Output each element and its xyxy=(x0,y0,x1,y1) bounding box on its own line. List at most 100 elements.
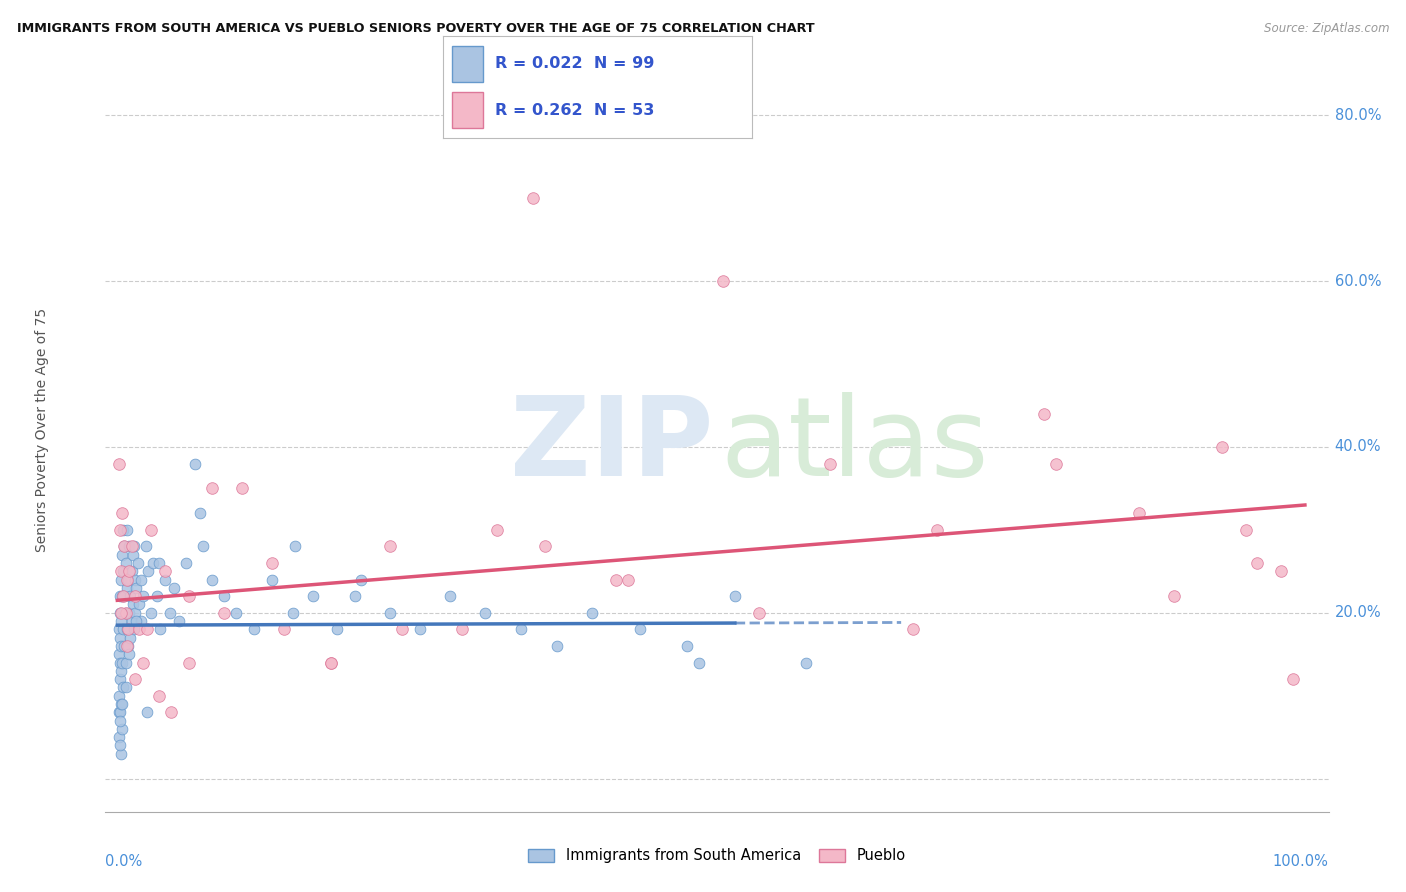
Point xyxy=(177,656,200,670)
Point xyxy=(111,548,134,562)
Point xyxy=(1246,556,1268,570)
Point xyxy=(115,573,138,587)
Point xyxy=(114,589,136,603)
Point xyxy=(107,730,129,744)
FancyBboxPatch shape xyxy=(453,46,484,82)
Point xyxy=(159,705,181,719)
Point xyxy=(343,589,366,603)
Point xyxy=(326,623,349,637)
Point xyxy=(120,589,142,603)
Point xyxy=(132,656,155,670)
Point xyxy=(115,523,138,537)
Text: R = 0.262  N = 53: R = 0.262 N = 53 xyxy=(495,103,655,118)
Point xyxy=(108,714,131,728)
Legend: Immigrants from South America, Pueblo: Immigrants from South America, Pueblo xyxy=(523,843,911,870)
Point xyxy=(148,689,170,703)
Point xyxy=(319,656,342,670)
Point xyxy=(212,606,235,620)
Text: Seniors Poverty Over the Age of 75: Seniors Poverty Over the Age of 75 xyxy=(35,309,49,552)
Point xyxy=(183,457,205,471)
Point xyxy=(108,606,131,620)
Text: 100.0%: 100.0% xyxy=(1272,854,1329,869)
Point xyxy=(108,589,131,603)
Point xyxy=(145,589,167,603)
Point xyxy=(201,573,224,587)
Point xyxy=(302,589,325,603)
Point xyxy=(117,573,139,587)
Point xyxy=(617,573,640,587)
Point xyxy=(380,606,402,620)
Point xyxy=(118,647,141,661)
Point xyxy=(114,556,136,570)
Point xyxy=(450,623,472,637)
Point xyxy=(1045,457,1067,471)
Point xyxy=(111,656,134,670)
Point xyxy=(110,639,132,653)
Point xyxy=(112,681,135,695)
Point xyxy=(121,564,143,578)
Point xyxy=(121,548,143,562)
Point xyxy=(319,656,342,670)
Point xyxy=(108,705,131,719)
Point xyxy=(125,581,148,595)
Point xyxy=(110,697,132,711)
Point xyxy=(112,564,135,578)
Point xyxy=(114,606,136,620)
Point xyxy=(439,589,461,603)
Point xyxy=(108,656,131,670)
Point xyxy=(122,623,145,637)
Text: 80.0%: 80.0% xyxy=(1334,108,1381,123)
Point xyxy=(201,482,224,496)
Point xyxy=(1270,564,1292,578)
Point xyxy=(191,540,214,554)
Point xyxy=(117,623,139,637)
Point xyxy=(129,573,152,587)
Point xyxy=(159,606,181,620)
Point xyxy=(486,523,509,537)
Text: 60.0%: 60.0% xyxy=(1334,274,1381,289)
Text: ZIP: ZIP xyxy=(510,392,713,500)
Point xyxy=(260,573,283,587)
Point xyxy=(110,747,132,761)
Point xyxy=(118,540,141,554)
Point xyxy=(546,639,568,653)
FancyBboxPatch shape xyxy=(453,92,484,128)
Point xyxy=(748,606,770,620)
Text: atlas: atlas xyxy=(721,392,990,500)
Text: R = 0.022  N = 99: R = 0.022 N = 99 xyxy=(495,56,655,71)
Point xyxy=(818,457,841,471)
Point xyxy=(148,556,170,570)
Point xyxy=(1211,440,1233,454)
Point xyxy=(153,564,176,578)
Point xyxy=(120,631,142,645)
Point xyxy=(676,639,699,653)
Point xyxy=(177,589,200,603)
Point xyxy=(114,656,136,670)
Point xyxy=(111,506,134,520)
Point xyxy=(121,540,143,554)
Point xyxy=(122,540,145,554)
Point xyxy=(1234,523,1257,537)
Point xyxy=(107,647,129,661)
Point xyxy=(108,739,131,753)
Point xyxy=(1282,672,1305,686)
Point xyxy=(107,457,129,471)
Point xyxy=(925,523,948,537)
Point xyxy=(901,623,924,637)
Point xyxy=(153,573,176,587)
Point xyxy=(107,705,129,719)
Point xyxy=(124,589,146,603)
Point xyxy=(115,639,138,653)
Point xyxy=(174,556,197,570)
Point xyxy=(350,573,373,587)
Point xyxy=(139,523,162,537)
Point xyxy=(121,598,143,612)
Point xyxy=(605,573,627,587)
Point xyxy=(581,606,603,620)
Point xyxy=(112,623,135,637)
Point xyxy=(107,689,129,703)
Text: 0.0%: 0.0% xyxy=(105,854,142,869)
Point xyxy=(110,564,132,578)
Point xyxy=(1032,407,1054,421)
Point xyxy=(124,573,146,587)
